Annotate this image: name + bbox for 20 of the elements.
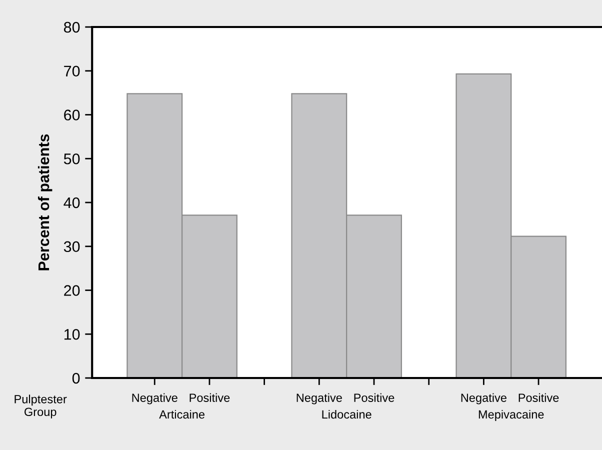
y-axis-title: Percent of patients	[38, 134, 52, 270]
text: Pulptester Group	[14, 394, 67, 418]
y-tick-label: 20	[64, 285, 80, 296]
y-tick-label: 0	[72, 372, 80, 384]
y-tick-label: 60	[64, 110, 80, 120]
text: Lidocaine	[322, 410, 372, 419]
x-tick-label: Negative	[296, 393, 342, 404]
x-tick-label: Positive	[518, 393, 559, 402]
x-tick-label: Negative	[132, 393, 178, 404]
y-tick-label: 40	[64, 197, 80, 208]
text: Mepivacaine	[478, 410, 544, 421]
y-tick-label: 50	[64, 153, 80, 164]
y-tick-label: 70	[64, 66, 80, 77]
x-tick-label: Negative	[461, 393, 506, 404]
text: Articaine	[159, 410, 204, 419]
x-tick-label: Positive	[190, 393, 230, 402]
y-tick-label: 30	[64, 241, 80, 252]
y-tick-label: 80	[64, 22, 80, 33]
y-tick-label: 10	[64, 328, 80, 340]
x-tick-label: Positive	[354, 393, 394, 402]
